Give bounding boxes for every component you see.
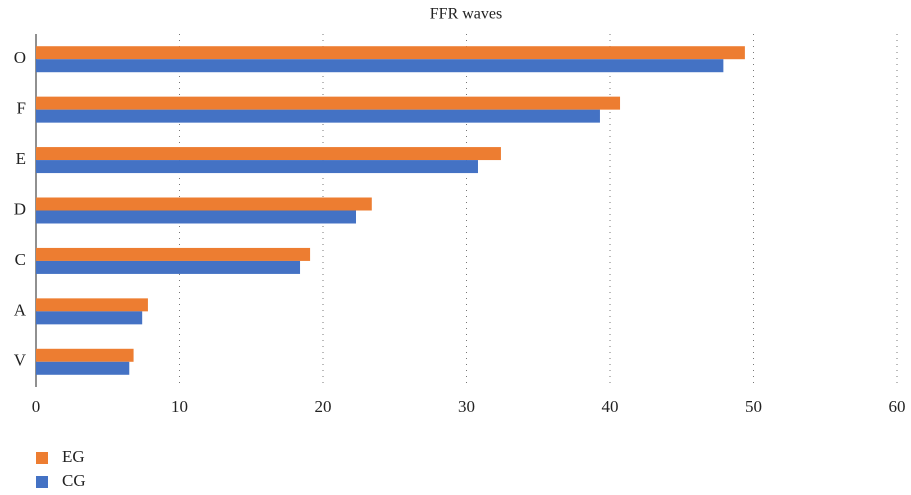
x-tick-label: 20 xyxy=(315,397,332,416)
y-tick-label: D xyxy=(14,199,26,218)
legend-swatch xyxy=(36,452,48,464)
bar xyxy=(36,247,311,261)
bar xyxy=(36,160,478,174)
x-tick-label: 10 xyxy=(171,397,188,416)
bar xyxy=(36,311,143,325)
x-tick-label: 30 xyxy=(458,397,475,416)
legend-label: CG xyxy=(62,471,86,490)
bar xyxy=(36,260,301,274)
bar xyxy=(36,298,148,312)
x-tick-label: 60 xyxy=(889,397,906,416)
bar xyxy=(36,59,724,73)
chart-title: FFR waves xyxy=(430,6,502,23)
legend-swatch xyxy=(36,476,48,488)
y-tick-label: F xyxy=(17,99,26,118)
bar xyxy=(36,96,621,110)
bar xyxy=(36,197,372,211)
legend-label: EG xyxy=(62,447,85,466)
y-tick-label: O xyxy=(14,48,26,67)
bar xyxy=(36,210,357,224)
y-tick-label: V xyxy=(14,351,27,370)
x-tick-label: 0 xyxy=(32,397,41,416)
y-tick-label: E xyxy=(16,149,26,168)
bar xyxy=(36,147,501,161)
x-tick-label: 40 xyxy=(602,397,619,416)
x-tick-label: 50 xyxy=(745,397,762,416)
y-tick-label: A xyxy=(14,300,27,319)
bar xyxy=(36,348,134,362)
bar xyxy=(36,361,130,375)
bar xyxy=(36,109,600,123)
y-tick-label: C xyxy=(15,250,26,269)
bar xyxy=(36,46,745,60)
